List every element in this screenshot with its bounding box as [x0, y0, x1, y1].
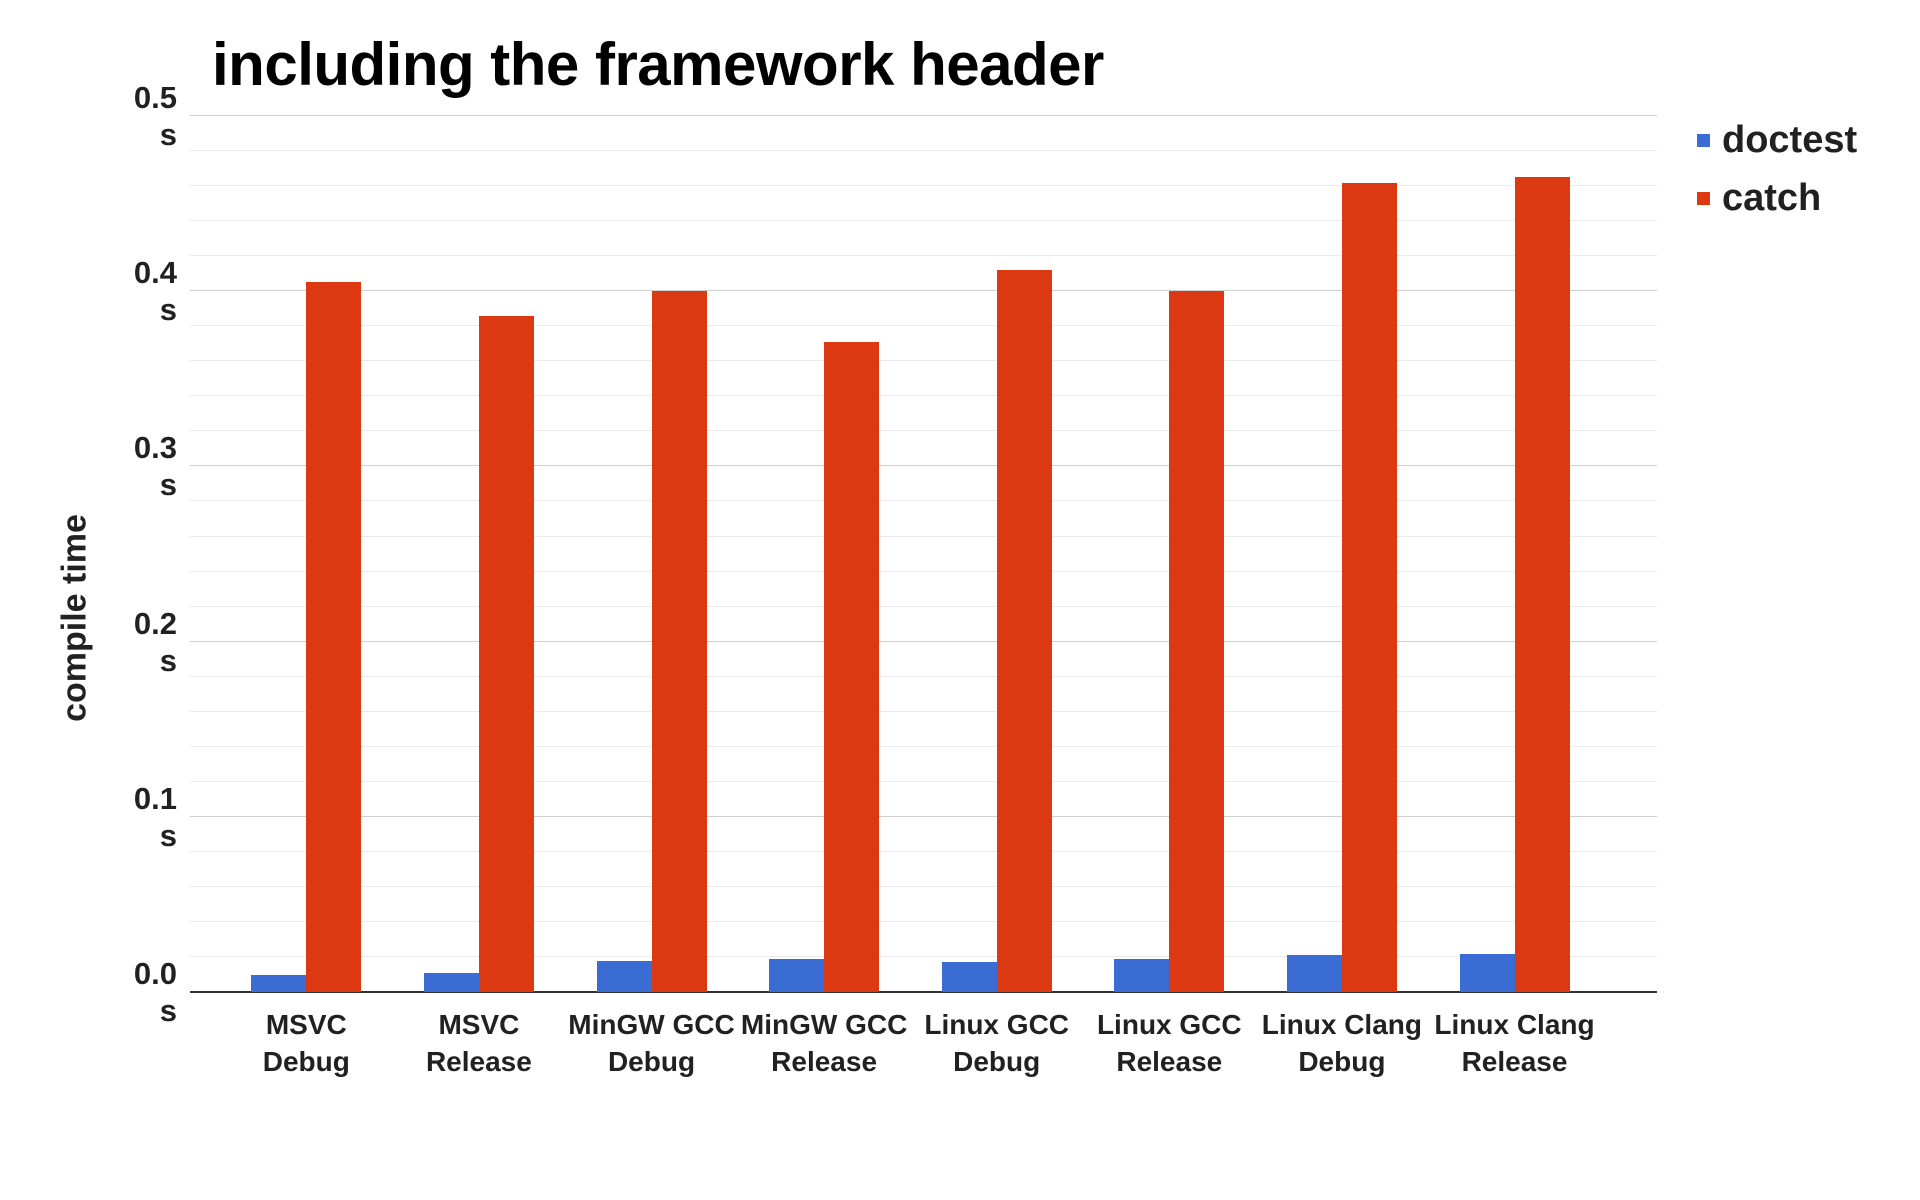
legend-item-doctest: doctest: [1697, 116, 1857, 164]
doctest-series-swatch-icon: [1697, 133, 1710, 147]
minor-gridline: [190, 430, 1657, 432]
x-label-linux-clang-debug: Linux Clang Debug: [1261, 1009, 1422, 1077]
bar-doctest-mingw-gcc-debug: [596, 960, 652, 992]
minor-gridline: [190, 710, 1657, 712]
chart-title: including the framework header: [212, 31, 1104, 98]
y-tick-0.1: 0.1 s: [133, 780, 177, 853]
minor-gridline: [190, 570, 1657, 572]
major-gridline: [190, 815, 1657, 817]
bar-catch-mingw-gcc-debug: [651, 291, 707, 992]
legend-label-doctest: doctest: [1722, 118, 1858, 161]
bar-doctest-linux-gcc-release: [1114, 958, 1170, 992]
minor-gridline: [190, 255, 1657, 257]
legend-item-catch: catch: [1697, 174, 1857, 222]
plot-area: [190, 115, 1657, 993]
x-label-mingw-gcc-release: MinGW GCC Release: [740, 1009, 908, 1077]
y-tick-0.0: 0.0 s: [133, 956, 177, 1028]
x-label-msvc-release: MSVC Release: [425, 1009, 532, 1077]
y-tick-0.2: 0.2 s: [133, 605, 177, 678]
bar-doctest-msvc-release: [423, 972, 479, 992]
minor-gridline: [190, 360, 1657, 362]
major-gridline: [190, 640, 1657, 642]
bar-catch-msvc-release: [478, 315, 534, 992]
minor-gridline: [190, 500, 1657, 502]
bar-doctest-mingw-gcc-release: [769, 958, 825, 992]
minor-gridline: [190, 220, 1657, 222]
bar-catch-mingw-gcc-release: [824, 342, 880, 992]
x-label-linux-clang-release: Linux Clang Release: [1434, 1009, 1595, 1077]
minor-gridline: [190, 395, 1657, 397]
bar-doctest-linux-clang-release: [1459, 953, 1515, 992]
minor-gridline: [190, 920, 1657, 922]
legend: doctest catch: [1697, 116, 1857, 232]
y-tick-0.4: 0.4 s: [133, 255, 177, 328]
bar-catch-linux-clang-release: [1514, 177, 1570, 992]
bar-catch-linux-clang-debug: [1341, 182, 1397, 992]
x-label-msvc-debug: MSVC Debug: [262, 1009, 350, 1077]
y-tick-0.5: 0.5 s: [133, 80, 177, 152]
minor-gridline: [190, 605, 1657, 607]
minor-gridline: [190, 185, 1657, 187]
major-gridline: [190, 465, 1657, 467]
x-label-mingw-gcc-debug: MinGW GCC Debug: [568, 1009, 735, 1077]
minor-gridline: [190, 675, 1657, 677]
minor-gridline: [190, 850, 1657, 852]
minor-gridline: [190, 956, 1657, 957]
bar-doctest-msvc-debug: [251, 974, 307, 992]
minor-gridline: [190, 745, 1657, 747]
bar-catch-linux-gcc-release: [1169, 291, 1225, 992]
bar-doctest-linux-clang-debug: [1286, 955, 1342, 992]
catch-series-swatch-icon: [1697, 191, 1710, 205]
bar-doctest-linux-gcc-debug: [941, 962, 997, 992]
minor-gridline: [190, 885, 1657, 887]
major-gridline: [190, 115, 1657, 116]
y-tick-0.3: 0.3 s: [133, 430, 177, 503]
legend-label-catch: catch: [1722, 176, 1822, 219]
x-label-linux-gcc-release: Linux GCC Release: [1096, 1009, 1242, 1077]
minor-gridline: [190, 325, 1657, 327]
minor-gridline: [190, 535, 1657, 537]
minor-gridline: [190, 150, 1657, 151]
x-axis-line: [190, 991, 1657, 993]
bar-catch-msvc-debug: [306, 282, 362, 992]
bar-catch-linux-gcc-debug: [996, 270, 1052, 992]
major-gridline: [190, 290, 1657, 292]
x-label-linux-gcc-debug: Linux GCC Debug: [924, 1009, 1070, 1077]
minor-gridline: [190, 780, 1657, 782]
